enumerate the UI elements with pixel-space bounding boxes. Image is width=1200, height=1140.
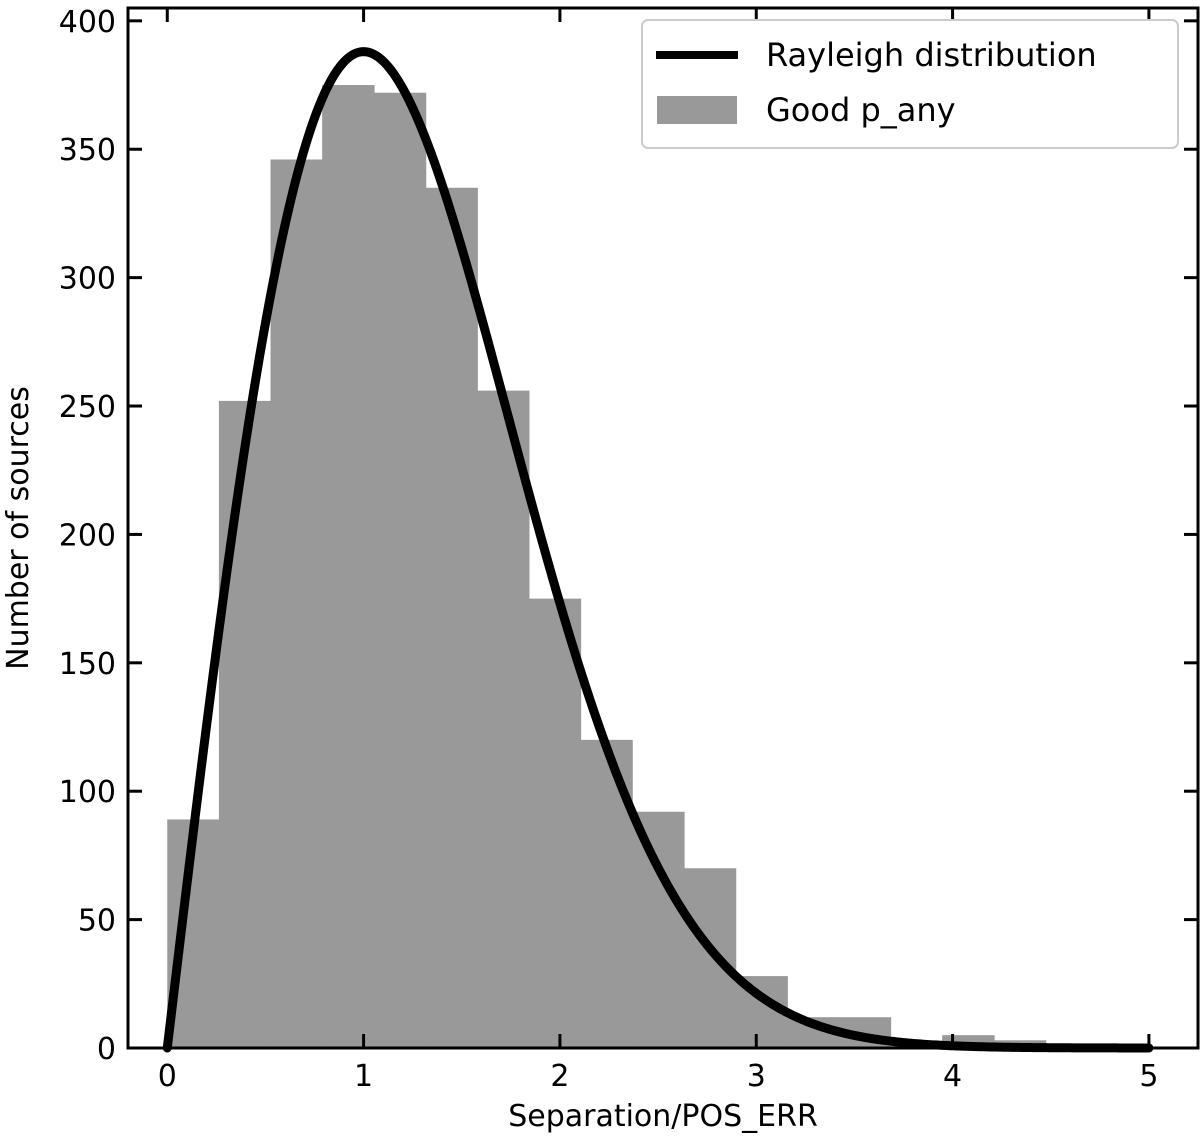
y-axis-label: Number of sources xyxy=(1,386,36,670)
legend: Rayleigh distribution Good p_any xyxy=(641,19,1179,149)
x-tick-label: 4 xyxy=(943,1059,962,1094)
y-tick-label: 300 xyxy=(59,262,116,297)
x-tick-label: 5 xyxy=(1139,1059,1158,1094)
y-tick-label: 0 xyxy=(97,1032,116,1067)
histogram-bars xyxy=(167,85,1150,1049)
legend-patch-swatch xyxy=(657,96,737,124)
histogram-bar xyxy=(374,92,427,1049)
histogram-bar xyxy=(218,400,272,1048)
y-tick-label: 350 xyxy=(59,133,116,168)
x-tick-label: 3 xyxy=(747,1059,766,1094)
histogram-bar xyxy=(322,85,375,1048)
plot-frame xyxy=(126,6,1200,1050)
histogram-bar xyxy=(477,390,530,1048)
y-tick-label: 150 xyxy=(59,647,116,682)
y-tick-label: 50 xyxy=(78,904,116,939)
histogram-bar xyxy=(528,598,582,1048)
y-tick-label: 250 xyxy=(59,390,116,425)
x-tick-label: 1 xyxy=(354,1059,373,1094)
histogram-bar xyxy=(425,187,478,1049)
histogram-bar xyxy=(632,811,685,1048)
histogram-bar xyxy=(684,868,737,1048)
legend-label-rayleigh: Rayleigh distribution xyxy=(766,36,1097,74)
x-tick-label: 2 xyxy=(550,1059,569,1094)
histogram-bar xyxy=(270,159,323,1049)
x-axis-label: Separation/POS_ERR xyxy=(508,1099,818,1134)
legend-label-good-p-any: Good p_any xyxy=(766,91,956,129)
y-tick-label: 200 xyxy=(59,518,116,553)
legend-box xyxy=(641,19,1179,149)
y-tick-label: 400 xyxy=(59,5,116,40)
x-tick-label: 0 xyxy=(158,1059,177,1094)
y-tick-label: 100 xyxy=(59,775,116,810)
